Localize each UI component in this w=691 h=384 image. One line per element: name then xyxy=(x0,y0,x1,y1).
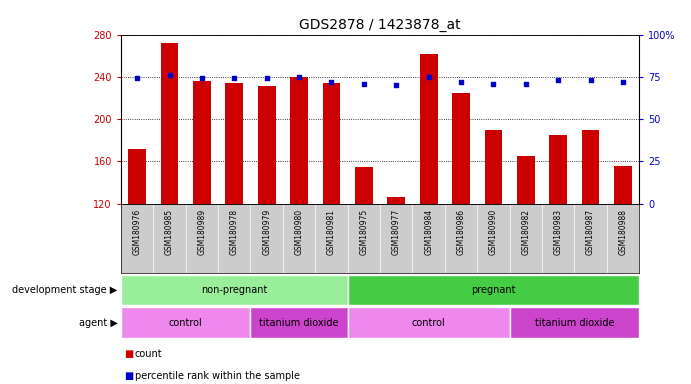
Bar xyxy=(323,83,341,204)
Point xyxy=(488,81,499,87)
Point xyxy=(553,77,564,83)
Text: GSM180983: GSM180983 xyxy=(553,209,562,255)
Point xyxy=(359,81,370,87)
Point xyxy=(520,81,531,87)
Point xyxy=(229,75,240,81)
Text: GSM180984: GSM180984 xyxy=(424,209,433,255)
Text: GSM180985: GSM180985 xyxy=(165,209,174,255)
Text: GSM180988: GSM180988 xyxy=(618,209,627,255)
Point xyxy=(326,79,337,85)
Text: development stage ▶: development stage ▶ xyxy=(12,285,117,295)
Text: ■: ■ xyxy=(124,371,133,381)
Text: percentile rank within the sample: percentile rank within the sample xyxy=(135,371,300,381)
Bar xyxy=(510,307,639,338)
Text: GSM180979: GSM180979 xyxy=(262,209,271,255)
Text: GSM180982: GSM180982 xyxy=(521,209,530,255)
Point xyxy=(196,75,207,81)
Bar xyxy=(614,166,632,204)
Bar xyxy=(582,130,600,204)
Point xyxy=(585,77,596,83)
Text: titanium dioxide: titanium dioxide xyxy=(259,318,339,328)
Point xyxy=(618,79,629,85)
Text: GSM180980: GSM180980 xyxy=(294,209,303,255)
Text: pregnant: pregnant xyxy=(471,285,515,295)
Bar xyxy=(517,156,535,204)
Text: GSM180977: GSM180977 xyxy=(392,209,401,255)
Text: GSM180978: GSM180978 xyxy=(230,209,239,255)
Bar xyxy=(348,275,639,305)
Bar xyxy=(348,307,510,338)
Bar xyxy=(251,307,348,338)
Text: GSM180990: GSM180990 xyxy=(489,209,498,255)
Text: agent ▶: agent ▶ xyxy=(79,318,117,328)
Bar xyxy=(258,86,276,204)
Bar xyxy=(484,130,502,204)
Text: non-pregnant: non-pregnant xyxy=(201,285,267,295)
Point xyxy=(261,75,272,81)
Text: ■: ■ xyxy=(124,349,133,359)
Bar xyxy=(419,54,437,204)
Point xyxy=(455,79,466,85)
Text: count: count xyxy=(135,349,162,359)
Text: GSM180981: GSM180981 xyxy=(327,209,336,255)
Text: GSM180975: GSM180975 xyxy=(359,209,368,255)
Point xyxy=(390,82,401,88)
Text: control: control xyxy=(412,318,446,328)
Bar xyxy=(121,307,251,338)
Text: GSM180987: GSM180987 xyxy=(586,209,595,255)
Bar xyxy=(225,83,243,204)
Bar xyxy=(160,43,178,204)
Bar xyxy=(193,81,211,204)
Text: GSM180989: GSM180989 xyxy=(198,209,207,255)
Bar xyxy=(452,93,470,204)
Point xyxy=(131,75,142,81)
Bar xyxy=(355,167,372,204)
Text: GSM180976: GSM180976 xyxy=(133,209,142,255)
Point xyxy=(423,74,434,80)
Bar xyxy=(290,77,308,204)
Title: GDS2878 / 1423878_at: GDS2878 / 1423878_at xyxy=(299,18,461,32)
Point xyxy=(164,72,175,78)
Bar xyxy=(549,135,567,204)
Bar xyxy=(129,149,146,204)
Text: control: control xyxy=(169,318,202,328)
Bar xyxy=(121,275,348,305)
Bar xyxy=(388,197,405,204)
Text: GSM180986: GSM180986 xyxy=(457,209,466,255)
Text: titanium dioxide: titanium dioxide xyxy=(535,318,614,328)
Point xyxy=(294,74,305,80)
